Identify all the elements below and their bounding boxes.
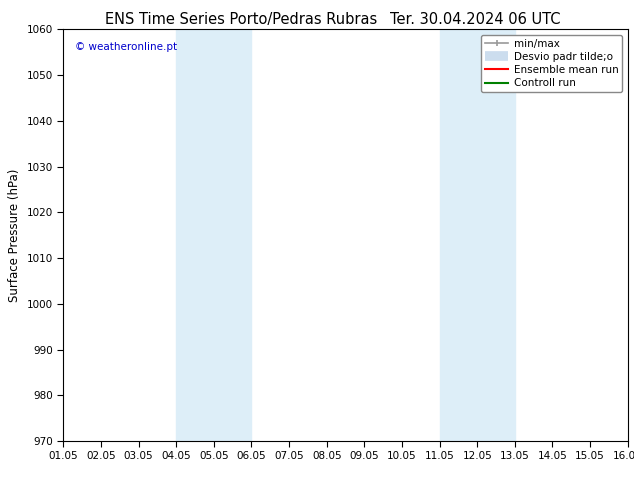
Bar <box>176 29 252 441</box>
Text: ENS Time Series Porto/Pedras Rubras: ENS Time Series Porto/Pedras Rubras <box>105 12 377 27</box>
Bar <box>439 29 515 441</box>
Text: Ter. 30.04.2024 06 UTC: Ter. 30.04.2024 06 UTC <box>391 12 560 27</box>
Text: © weatheronline.pt: © weatheronline.pt <box>75 42 177 52</box>
Y-axis label: Surface Pressure (hPa): Surface Pressure (hPa) <box>8 169 21 302</box>
Legend: min/max, Desvio padr tilde;o, Ensemble mean run, Controll run: min/max, Desvio padr tilde;o, Ensemble m… <box>481 35 623 92</box>
